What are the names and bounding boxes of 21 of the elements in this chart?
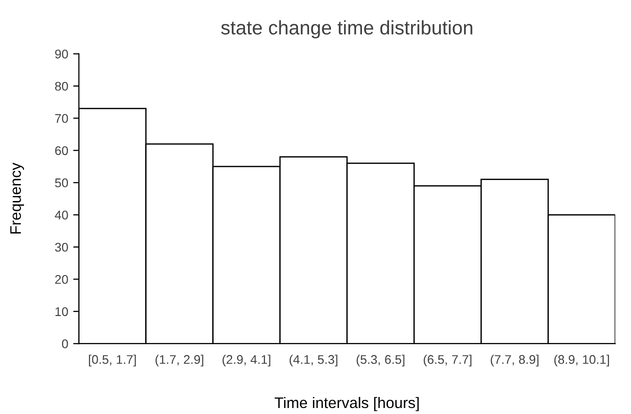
y-tick-label: 40	[54, 210, 68, 220]
x-tick-label: (5.3, 6.5]	[356, 354, 404, 366]
y-tick-label: 80	[55, 82, 68, 91]
x-tick-label: (6.5, 7.7]	[424, 354, 472, 366]
y-tick-label: 20	[55, 275, 68, 284]
y-axis-title: Frequency	[10, 162, 24, 234]
y-tick-label: 60	[55, 146, 68, 156]
x-tick-label: (1.7, 2.9]	[156, 354, 204, 366]
y-tick-label: 70	[55, 114, 68, 123]
y-tick-label: 10	[56, 307, 68, 316]
y-tick-label: 30	[55, 242, 68, 252]
x-axis-title: Time intervals [hours]	[274, 396, 419, 412]
y-tick-label: 90	[55, 50, 68, 58]
x-tick-label: (7.7, 8.9]	[490, 354, 538, 366]
x-tick-label: [0.5, 1.7]	[88, 354, 136, 366]
y-tick-label: 0	[62, 339, 68, 348]
x-tick-label: (8.9, 10.1]	[554, 354, 609, 366]
x-tick-label: (2.9, 4.1]	[222, 354, 270, 366]
x-tick-label: (4.1, 5.3]	[290, 354, 338, 366]
y-tick-label: 50	[55, 178, 68, 188]
chart-title: state change time distribution	[221, 20, 472, 38]
